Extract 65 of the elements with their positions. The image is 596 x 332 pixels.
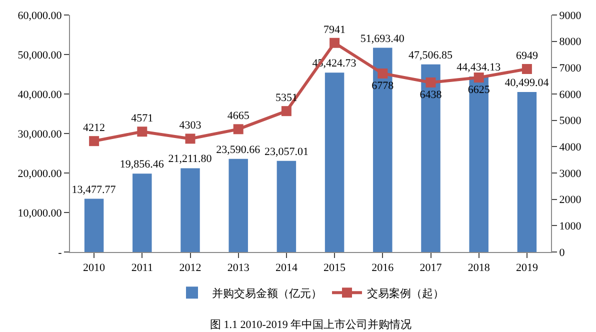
data-label: 19,856.46 [120, 158, 164, 171]
y2-tick-label: 5000 [559, 115, 582, 128]
x-tick-label: 2013 [227, 262, 250, 274]
point [233, 124, 244, 134]
legend-label: 交易案例（起） [367, 286, 444, 300]
data-label: 4571 [131, 112, 154, 125]
x-tick-label: 2019 [516, 262, 538, 274]
bar [132, 174, 152, 252]
y2-tick-label: 1000 [559, 220, 582, 233]
data-label: 6949 [516, 50, 538, 62]
x-tick-label: 2010 [83, 262, 106, 274]
y2-tick-label: 9000 [559, 10, 582, 22]
bar [228, 158, 248, 252]
legend-label: 并购交易金额（亿元） [212, 286, 322, 300]
y-tick-label: 20,000.00 [18, 168, 62, 180]
point [426, 77, 436, 88]
x-tick-label: 2018 [468, 262, 490, 274]
data-label: 40,499.04 [504, 77, 550, 90]
point [330, 38, 340, 48]
bar [373, 48, 392, 252]
point [89, 136, 100, 146]
y-tick-label: 50,000.00 [18, 49, 62, 62]
y-tick-label: 30,000.00 [18, 128, 62, 140]
y-tick-label: - [58, 246, 62, 259]
data-label: 51,693.40 [360, 32, 405, 45]
point [522, 64, 532, 74]
bar [324, 72, 344, 252]
data-label: 44,434.13 [456, 61, 502, 74]
x-tick-label: 2016 [372, 262, 394, 274]
bar [469, 76, 488, 252]
point [137, 126, 148, 137]
point [185, 134, 196, 144]
y2-tick-label: 8000 [559, 36, 582, 48]
y-tick-label: 40,000.00 [18, 88, 62, 101]
x-tick-label: 2012 [179, 262, 202, 274]
caption: 图 1.1 2010-2019 年中国上市公司并购情况 [210, 318, 412, 331]
y2-tick-label: 2000 [559, 194, 582, 206]
bar [84, 198, 104, 252]
data-label: 4665 [227, 110, 250, 122]
x-tick-label: 2011 [131, 262, 153, 274]
y2-tick-label: 3000 [559, 168, 582, 180]
point [281, 106, 292, 116]
bar [517, 92, 537, 252]
y2-tick-label: 4000 [559, 142, 582, 154]
y2-tick-label: 0 [559, 246, 566, 259]
data-label: 23,590.66 [216, 144, 261, 156]
data-label: 7941 [324, 24, 346, 36]
x-tick-label: 2015 [324, 262, 346, 274]
data-label: 13,477.77 [72, 184, 116, 196]
data-label: 4303 [179, 120, 202, 132]
data-label: 23,057.01 [264, 146, 308, 158]
data-label: 21,211.80 [168, 153, 212, 166]
bar [180, 168, 200, 252]
y-tick-label: 60,000.00 [18, 10, 62, 22]
y-tick-label: 10,000.00 [18, 207, 62, 220]
y2-tick-label: 6000 [559, 88, 582, 101]
data-label: 4212 [83, 122, 106, 134]
bar [276, 160, 296, 252]
point [474, 72, 484, 83]
data-label: 47,506.85 [408, 49, 453, 62]
x-tick-label: 2017 [420, 262, 442, 274]
y2-tick-label: 7000 [559, 62, 582, 75]
bar [421, 64, 440, 252]
point [378, 68, 388, 79]
x-tick-label: 2014 [275, 262, 298, 274]
